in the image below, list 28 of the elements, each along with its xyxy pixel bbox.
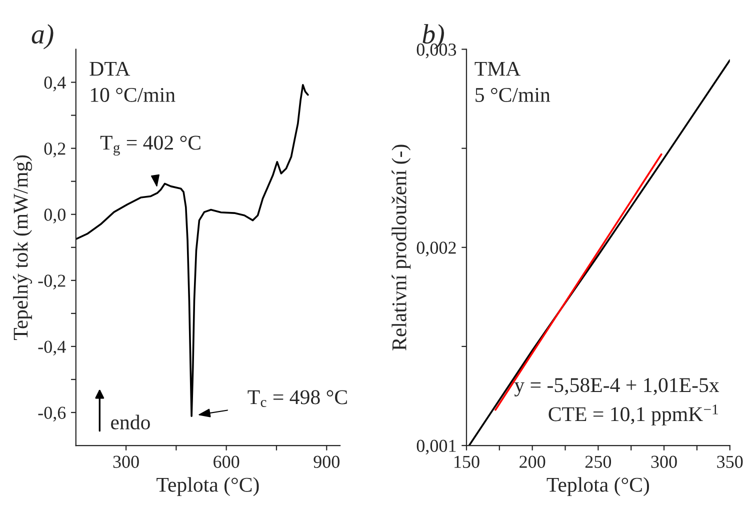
y-tick-label: 0,002 (416, 242, 456, 256)
chart-title: a) (32, 24, 54, 50)
y-tick-label: 0,001 (416, 440, 456, 455)
annotation: T$_{c}$ = 498 °C (248, 390, 347, 408)
annotation: y = -5,58E-4 + 1,01E-5x CTE = 10,1 ppmK$^{−1}$ (514, 378, 720, 426)
y-tick-label: 0,0 (44, 208, 66, 224)
x-tick-label: 250 (585, 456, 612, 468)
x-tick-label: 150 (454, 456, 480, 468)
y-tick-label: -0,2 (38, 274, 66, 290)
y-tick-label: -0,6 (38, 406, 66, 422)
x-tick-label: 900 (314, 456, 340, 468)
y-tick-label: 0,2 (44, 142, 66, 158)
x-tick-label: 300 (651, 456, 677, 468)
annotation: DTA 10 °C/min (90, 62, 176, 102)
line-series (468, 59, 730, 446)
x-tick-label: 350 (717, 456, 743, 468)
y-tick-label: -0,4 (38, 340, 66, 356)
y-tick-label: 0,4 (44, 76, 66, 92)
x-tick-label: 300 (113, 456, 139, 468)
y-axis-title: Relativní prodloužení (-) (392, 144, 411, 350)
y-axis-title: Tepelný tok (mW/mg) (13, 155, 32, 340)
x-tick-label: 200 (520, 456, 546, 468)
annotation: endo (111, 414, 150, 430)
annotation: TMA 5 °C/min (474, 62, 550, 102)
x-axis-title: Teplota (°C) (156, 477, 259, 496)
x-axis-title: Teplota (°C) (546, 477, 649, 496)
x-tick-label: 600 (214, 456, 240, 468)
annotation: T$_{g}$ = 402 °C (100, 136, 200, 156)
